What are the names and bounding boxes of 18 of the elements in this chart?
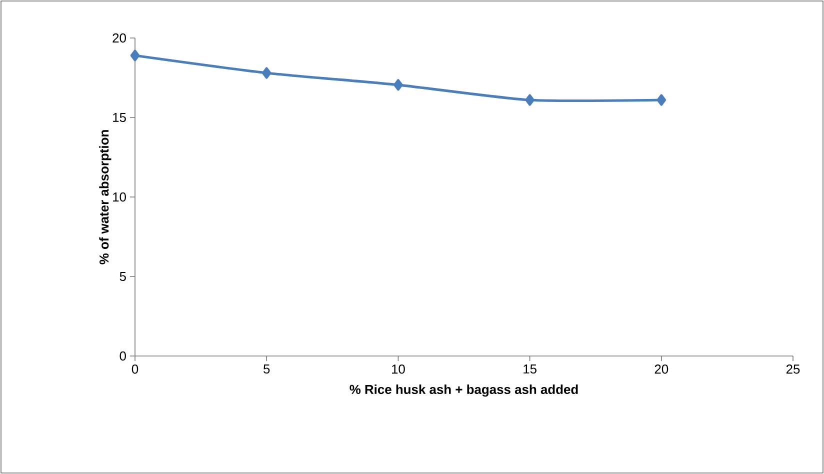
x-axis-title: % Rice husk ash + bagass ash added — [350, 384, 578, 397]
point — [262, 67, 272, 79]
x-tick-label: 25 — [786, 364, 800, 374]
point — [656, 94, 666, 106]
x-tick-label: 10 — [392, 364, 405, 374]
y-tick-label: 0 — [120, 351, 126, 361]
y-tick-label: 20 — [112, 33, 126, 43]
x-tick-label: 15 — [524, 364, 536, 374]
point — [394, 79, 403, 91]
y-tick-label: 10 — [113, 192, 126, 202]
x-tick-label: 20 — [654, 364, 668, 374]
y-tick-label: 15 — [113, 112, 126, 122]
y-tick-label: 5 — [120, 272, 126, 282]
x-tick-label: 5 — [264, 364, 270, 374]
x-tick-label: 0 — [132, 364, 138, 374]
point — [525, 94, 534, 106]
point — [130, 50, 140, 62]
y-axis-title: % of water absorption — [99, 130, 112, 264]
